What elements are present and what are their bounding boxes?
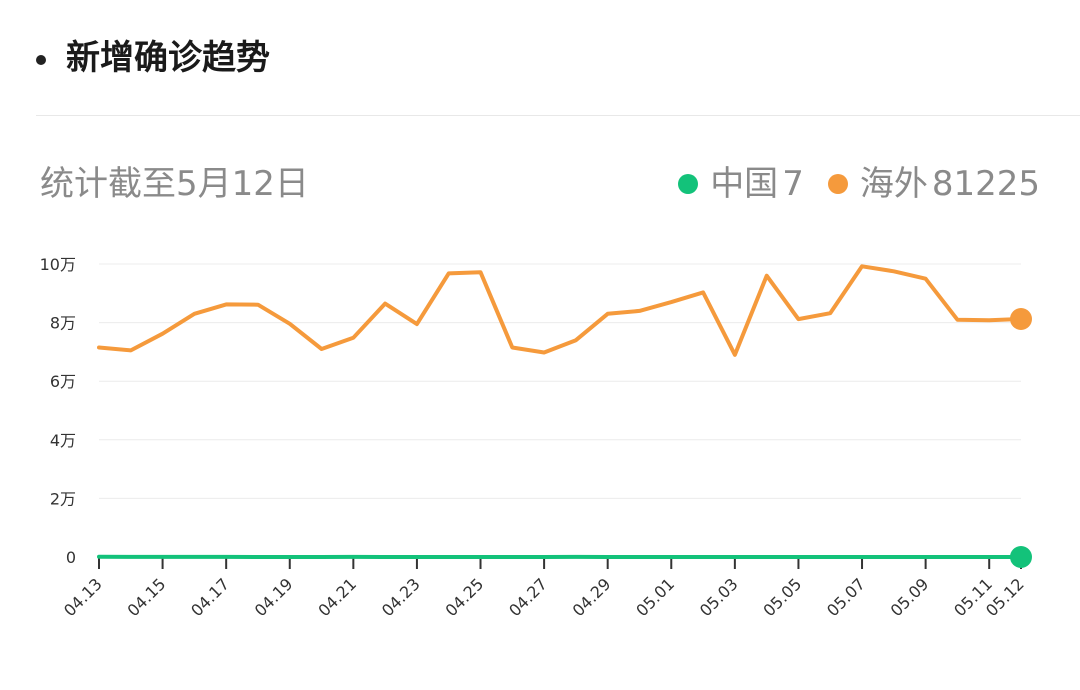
x-tick-label: 04.25 bbox=[442, 574, 488, 620]
x-tick-label: 04.17 bbox=[187, 574, 233, 620]
x-tick-label: 05.05 bbox=[759, 574, 805, 620]
section-header: 新增确诊趋势 bbox=[0, 0, 1080, 116]
legend-label: 中国 bbox=[710, 164, 779, 204]
legend-item-overseas[interactable]: 海外 81225 bbox=[827, 160, 1040, 208]
x-tick-label: 04.15 bbox=[124, 574, 170, 620]
x-tick-label: 05.09 bbox=[887, 574, 933, 620]
y-tick-label: 8万 bbox=[50, 314, 76, 333]
legend-value: 7 bbox=[782, 164, 804, 204]
x-tick-label: 04.27 bbox=[505, 574, 551, 620]
chart-legend: 中国 7 海外 81225 bbox=[654, 160, 1040, 208]
x-tick-label: 05.07 bbox=[823, 574, 869, 620]
legend-dot-icon bbox=[827, 174, 848, 194]
legend-dot-icon bbox=[678, 174, 699, 194]
legend-value: 81225 bbox=[931, 164, 1040, 204]
y-tick-label: 2万 bbox=[50, 489, 76, 508]
x-tick-label: 05.01 bbox=[632, 574, 678, 620]
divider bbox=[36, 115, 1080, 116]
x-tick-label: 04.19 bbox=[251, 574, 297, 620]
x-tick-label: 04.29 bbox=[569, 574, 615, 620]
bullet-icon bbox=[36, 55, 46, 65]
section-title: 新增确诊趋势 bbox=[66, 38, 270, 78]
y-tick-label: 4万 bbox=[50, 431, 76, 450]
y-tick-label: 6万 bbox=[50, 372, 76, 391]
y-tick-label: 0 bbox=[66, 548, 76, 567]
series-end-point-overseas bbox=[1010, 308, 1032, 331]
stats-date: 统计截至5月12日 bbox=[40, 164, 309, 204]
x-tick-label: 04.13 bbox=[60, 574, 106, 620]
y-tick-label: 10万 bbox=[40, 255, 76, 274]
x-tick-label: 04.21 bbox=[314, 574, 360, 620]
x-tick-label: 05.03 bbox=[696, 574, 742, 620]
legend-item-china[interactable]: 中国 7 bbox=[678, 160, 804, 208]
series-end-point-china bbox=[1010, 545, 1032, 568]
x-tick-label: 04.23 bbox=[378, 574, 424, 620]
legend-label: 海外 bbox=[859, 164, 928, 204]
series-line-overseas bbox=[97, 264, 1023, 357]
